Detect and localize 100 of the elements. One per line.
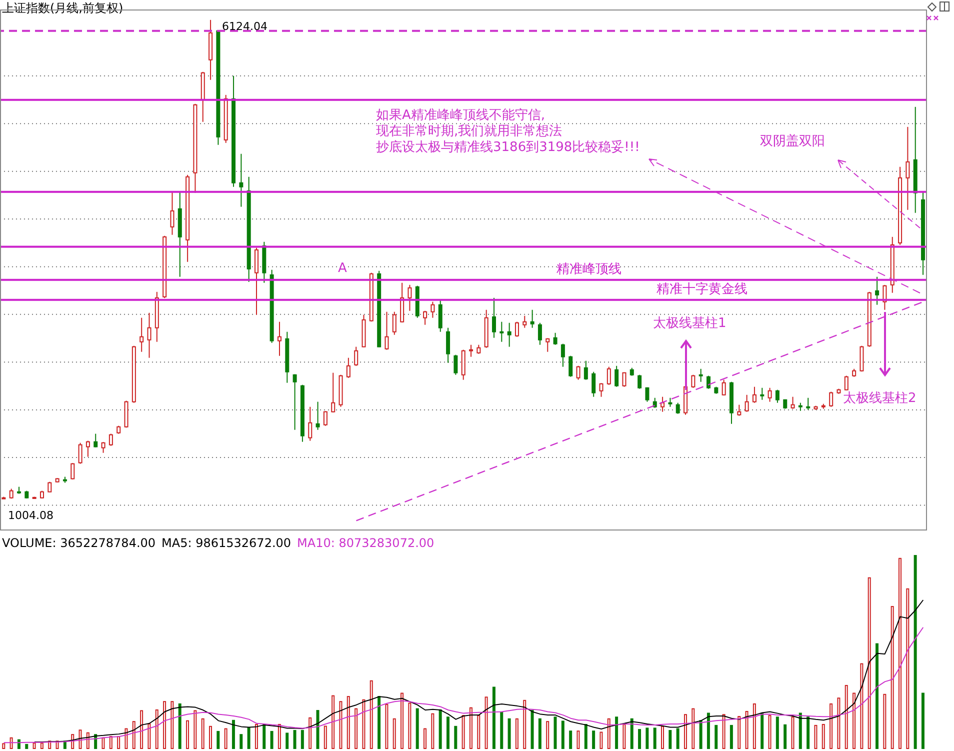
candlestick — [392, 311, 396, 336]
candlestick — [806, 397, 810, 410]
bar — [530, 710, 534, 749]
candlestick — [346, 357, 350, 378]
annotation: 太极线基柱1 — [653, 316, 726, 331]
candlestick — [560, 343, 565, 368]
annotation: 如果A精准峰峰顶线不能守信, — [376, 108, 546, 123]
bar — [676, 728, 680, 749]
candlestick — [614, 365, 619, 388]
bar — [921, 692, 924, 749]
bar — [798, 712, 802, 749]
bar — [760, 712, 764, 749]
candlestick — [239, 153, 244, 208]
candlestick — [652, 397, 657, 408]
candlestick — [254, 247, 259, 316]
candlestick — [722, 379, 726, 396]
candlestick — [638, 374, 642, 390]
candlestick — [576, 365, 580, 380]
candlestick — [790, 396, 795, 410]
candlestick — [308, 406, 312, 442]
candlestick — [676, 402, 680, 414]
candlestick — [323, 410, 328, 426]
candlestick — [101, 442, 106, 454]
bar — [270, 730, 274, 749]
bar — [232, 720, 235, 749]
candlestick — [706, 375, 711, 390]
bar — [914, 555, 917, 749]
candlestick — [48, 481, 52, 493]
bar — [446, 716, 450, 749]
text: MA5: 9861532672.00 — [162, 536, 292, 550]
candlestick — [147, 312, 152, 358]
candlestick — [844, 375, 848, 391]
candlestick — [170, 191, 174, 236]
bar — [300, 730, 304, 749]
candlestick — [78, 442, 82, 464]
bar — [653, 728, 656, 749]
bar — [247, 727, 250, 749]
ref-line-label: 精准十字黄金线 — [656, 280, 748, 297]
bar — [508, 718, 511, 749]
bar — [706, 712, 710, 749]
bar — [262, 724, 266, 749]
bar — [500, 712, 504, 749]
candlestick — [760, 387, 764, 400]
bar — [561, 720, 564, 749]
bar — [554, 716, 557, 749]
candlestick — [500, 321, 504, 342]
bar — [776, 716, 779, 749]
candlestick — [606, 366, 611, 386]
candlestick — [660, 396, 665, 412]
candlestick — [70, 462, 75, 480]
bar — [454, 726, 458, 749]
candlestick — [140, 317, 144, 352]
candlestick — [752, 386, 756, 404]
bar — [293, 730, 296, 749]
candlestick — [522, 315, 527, 328]
bar — [714, 724, 718, 749]
candlestick — [744, 394, 749, 412]
annotation: 抄底设太极与精准线3186到3198比较稳妥!!! — [376, 140, 640, 155]
bar — [416, 708, 419, 749]
candlestick — [599, 382, 604, 398]
bar — [646, 728, 649, 749]
bar — [699, 720, 702, 749]
annotation: A — [338, 261, 347, 276]
ref-line-label: 精准峰顶线 — [556, 262, 622, 277]
candlestick — [882, 284, 887, 310]
bar — [538, 718, 542, 749]
bar — [784, 724, 787, 749]
bar — [438, 709, 442, 749]
annotation: 6124.04 — [222, 19, 268, 34]
bar — [630, 718, 634, 749]
candlestick — [514, 321, 519, 338]
bar — [668, 730, 672, 749]
candlestick — [775, 389, 780, 404]
bar — [316, 710, 320, 749]
bar — [569, 730, 572, 749]
bar — [216, 730, 220, 749]
candlestick — [691, 374, 696, 388]
bar — [240, 734, 243, 749]
chart-title: VOLUME: 3652278784.00 — [2, 536, 156, 550]
candlestick — [408, 284, 412, 312]
bar — [584, 724, 588, 749]
text: MA10: 8073283072.00 — [297, 536, 434, 550]
candlestick — [553, 332, 558, 346]
bar — [730, 724, 733, 749]
bar — [378, 696, 381, 749]
candlestick — [438, 299, 442, 332]
candlestick — [430, 301, 435, 318]
candlestick — [645, 386, 650, 402]
candlestick — [316, 401, 320, 430]
candlestick — [592, 371, 596, 398]
annotation: 太极线基柱2 — [843, 391, 916, 406]
candlestick — [384, 311, 389, 350]
candlestick — [768, 387, 772, 402]
candlestick — [584, 360, 588, 380]
annotation: 双阴盖双阳 — [760, 134, 825, 149]
annotation: 1004.08 — [8, 508, 54, 523]
candlestick — [622, 372, 626, 388]
candlestick — [446, 327, 450, 364]
candlestick — [538, 322, 542, 346]
candlestick — [354, 346, 358, 366]
